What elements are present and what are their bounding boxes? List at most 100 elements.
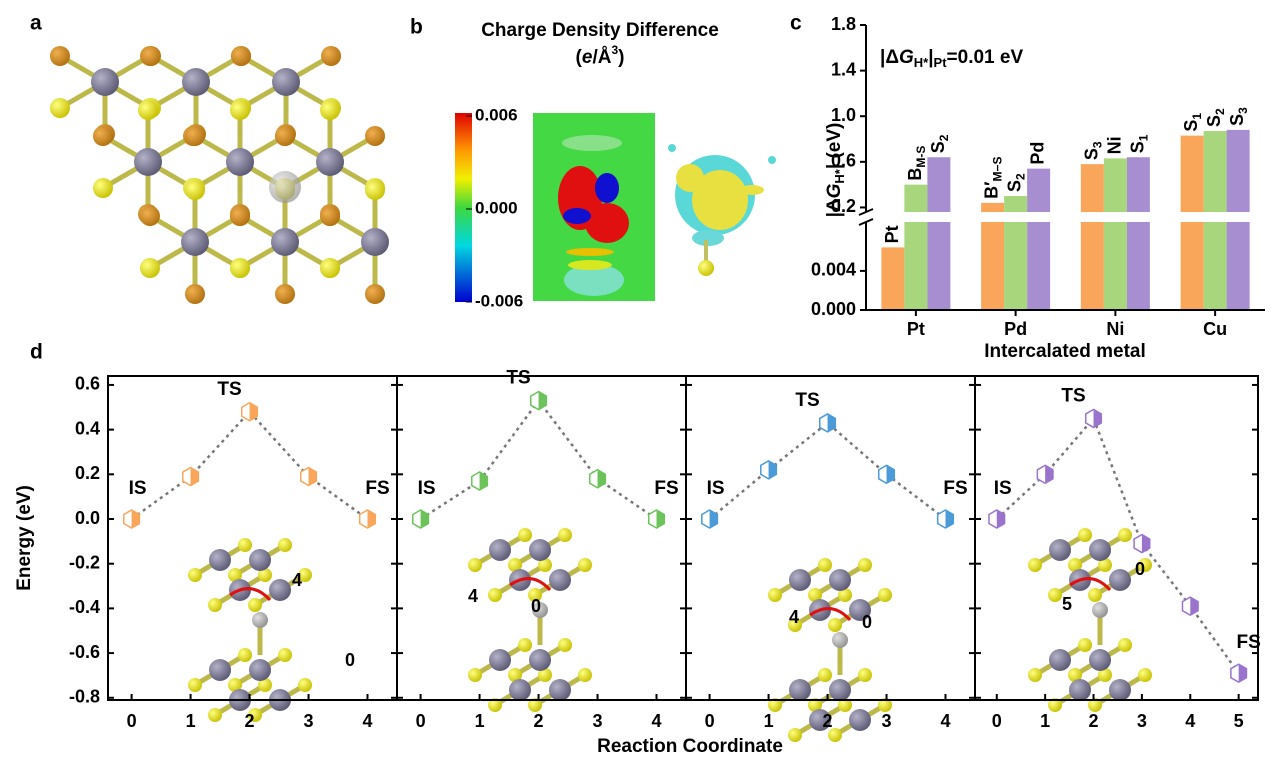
atom	[134, 148, 162, 176]
atom	[208, 598, 222, 612]
state-marker	[590, 470, 606, 488]
state-marker	[1182, 597, 1198, 615]
state-marker	[413, 510, 429, 528]
atom	[489, 649, 511, 671]
state-label: TS	[1061, 385, 1085, 406]
y-tick-label: 0.6	[831, 151, 856, 171]
atom	[50, 98, 70, 118]
bar-label-part: 1	[1190, 113, 1204, 120]
atom	[1049, 539, 1071, 561]
map-unit: (e/Å3)	[576, 43, 625, 68]
colorbar-tick-label: -0.006	[475, 291, 523, 310]
atom	[1118, 528, 1132, 542]
atom	[558, 528, 572, 542]
atom	[50, 46, 70, 66]
state-marker	[531, 392, 547, 410]
marker-fill	[598, 470, 606, 488]
colorbar-tick-label: 0.000	[475, 198, 518, 217]
bar-label-part: S	[1204, 115, 1224, 127]
atom	[140, 206, 160, 226]
state-marker	[360, 510, 376, 528]
bar-label-part: S	[1181, 120, 1201, 132]
atom-index-label: 4	[292, 570, 302, 590]
atom	[1092, 602, 1108, 618]
atom	[209, 659, 231, 681]
atom	[93, 178, 113, 198]
marker-fill	[368, 510, 376, 528]
bar-label: S1	[1181, 113, 1204, 132]
atom	[231, 46, 251, 66]
state-marker	[649, 510, 665, 528]
x-tick-label: 2	[245, 711, 255, 731]
marker-fill	[480, 472, 488, 490]
atom	[188, 678, 202, 692]
atom	[248, 598, 262, 612]
state-marker	[1086, 409, 1102, 427]
state-label: TS	[217, 379, 241, 400]
energy-line	[997, 418, 1239, 673]
x-tick-label: 1	[1040, 711, 1050, 731]
atom	[549, 569, 571, 591]
atom	[361, 228, 389, 256]
atom	[829, 679, 851, 701]
y-axis-label: Energy (eV)	[14, 485, 35, 591]
atom	[140, 258, 160, 278]
y-tick-label: 0.2	[831, 196, 856, 216]
state-marker	[820, 414, 836, 432]
atom	[269, 171, 301, 203]
state-marker	[301, 468, 317, 486]
isosurface	[668, 144, 776, 276]
atom	[365, 284, 385, 304]
atom	[858, 668, 872, 682]
atom	[1069, 679, 1091, 701]
marker-fill	[539, 392, 547, 410]
bar	[881, 247, 904, 310]
bar-label-part: 2	[1213, 108, 1227, 115]
x-tick-label: 4	[941, 711, 951, 731]
marker-fill	[421, 510, 429, 528]
bar-label: B′M−S	[981, 157, 1004, 199]
x-tick-label: 2	[1089, 711, 1099, 731]
unit-part: e	[582, 47, 593, 68]
x-tick-label: 2	[534, 711, 544, 731]
atom-index-label: 5	[1062, 594, 1072, 614]
bar-label-part: Ni	[1104, 136, 1124, 154]
panel-label: d	[30, 341, 43, 364]
atom	[518, 638, 532, 652]
bar-label-part: 3	[1091, 141, 1105, 148]
atom	[365, 126, 385, 146]
axis-break	[856, 213, 1265, 221]
atom	[249, 659, 271, 681]
x-tick-label: 2	[823, 711, 833, 731]
y-tick-label: -0.6	[69, 642, 100, 662]
atom	[316, 148, 344, 176]
atom	[818, 668, 832, 682]
atom	[278, 538, 292, 552]
atom	[138, 100, 158, 120]
state-label: IS	[994, 478, 1012, 499]
atom	[271, 228, 299, 256]
bar	[904, 185, 927, 310]
bar-label: Pd	[1027, 142, 1047, 165]
atom	[1109, 569, 1131, 591]
y-tick-label: 0.2	[75, 463, 100, 483]
atom-index-label: 0	[1135, 559, 1145, 579]
figure: a b c d Charge Density Difference (e/Å3)…	[0, 0, 1271, 760]
state-label: IS	[418, 478, 436, 499]
x-tick-label: 4	[1185, 711, 1195, 731]
panel-label: b	[410, 16, 423, 39]
atom	[320, 258, 340, 278]
x-tick-label: Cu	[1203, 319, 1227, 339]
colorbar	[455, 113, 472, 302]
state-marker	[1134, 535, 1150, 553]
atom	[278, 648, 292, 662]
bar-label: S2	[1004, 173, 1027, 192]
atom	[489, 539, 511, 561]
atom	[230, 100, 250, 120]
atom	[468, 668, 482, 682]
atom-index-label: 0	[531, 596, 541, 616]
bar	[1181, 136, 1204, 310]
marker-fill	[657, 510, 665, 528]
x-tick-label: Pt	[907, 319, 925, 339]
atom	[1089, 539, 1111, 561]
